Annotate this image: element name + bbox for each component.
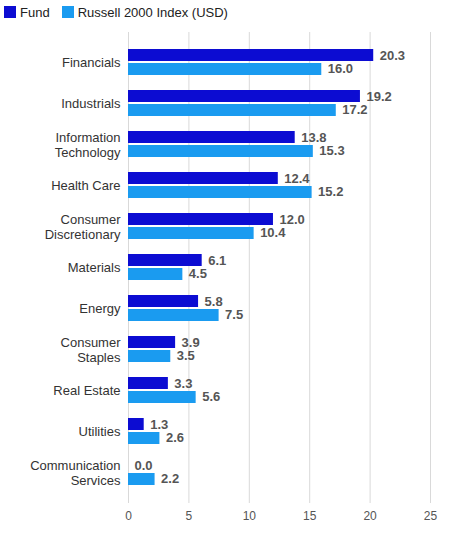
svg-text:20: 20 <box>363 509 377 523</box>
svg-text:15.2: 15.2 <box>318 184 343 199</box>
svg-text:Energy: Energy <box>79 301 121 316</box>
svg-text:20.3: 20.3 <box>380 48 405 63</box>
svg-text:Financials: Financials <box>62 55 121 70</box>
svg-text:0: 0 <box>125 509 132 523</box>
svg-text:6.1: 6.1 <box>208 253 226 268</box>
svg-text:7.5: 7.5 <box>225 307 243 322</box>
svg-text:10: 10 <box>243 509 257 523</box>
svg-text:17.2: 17.2 <box>342 102 367 117</box>
svg-text:16.0: 16.0 <box>328 61 353 76</box>
svg-text:Materials: Materials <box>68 260 121 275</box>
svg-text:10.4: 10.4 <box>260 225 286 240</box>
svg-text:Utilities: Utilities <box>79 424 121 439</box>
svg-text:3.3: 3.3 <box>174 376 192 391</box>
svg-text:19.2: 19.2 <box>366 89 391 104</box>
svg-text:3.5: 3.5 <box>177 348 195 363</box>
svg-text:3.9: 3.9 <box>181 335 200 351</box>
svg-text:Real Estate: Real Estate <box>53 383 120 398</box>
svg-text:12.0: 12.0 <box>279 212 305 228</box>
svg-text:13.8: 13.8 <box>301 130 327 146</box>
svg-text:4.5: 4.5 <box>189 266 207 281</box>
svg-text:2.6: 2.6 <box>166 430 184 445</box>
svg-text:12.4: 12.4 <box>284 171 310 186</box>
svg-text:Industrials: Industrials <box>61 96 121 111</box>
svg-text:15.3: 15.3 <box>319 143 344 158</box>
svg-text:2.2: 2.2 <box>161 471 179 486</box>
svg-text:ConsumerStaples: ConsumerStaples <box>61 335 122 365</box>
svg-text:5: 5 <box>186 509 193 523</box>
svg-text:5.6: 5.6 <box>202 389 220 404</box>
svg-text:1.3: 1.3 <box>150 417 169 433</box>
svg-text:ConsumerDiscretionary: ConsumerDiscretionary <box>45 212 122 242</box>
svg-text:25: 25 <box>424 509 438 523</box>
html-text:Fund: Fund <box>20 4 50 20</box>
svg-text:Health Care: Health Care <box>51 178 120 193</box>
svg-text:CommunicationServices: CommunicationServices <box>30 458 121 488</box>
svg-text:InformationTechnology: InformationTechnology <box>55 130 121 160</box>
svg-text:15: 15 <box>303 509 317 523</box>
svg-text:5.8: 5.8 <box>205 294 223 309</box>
html-text:Russell 2000 Index (USD): Russell 2000 Index (USD) <box>77 4 228 20</box>
svg-text:0.0: 0.0 <box>135 458 153 473</box>
